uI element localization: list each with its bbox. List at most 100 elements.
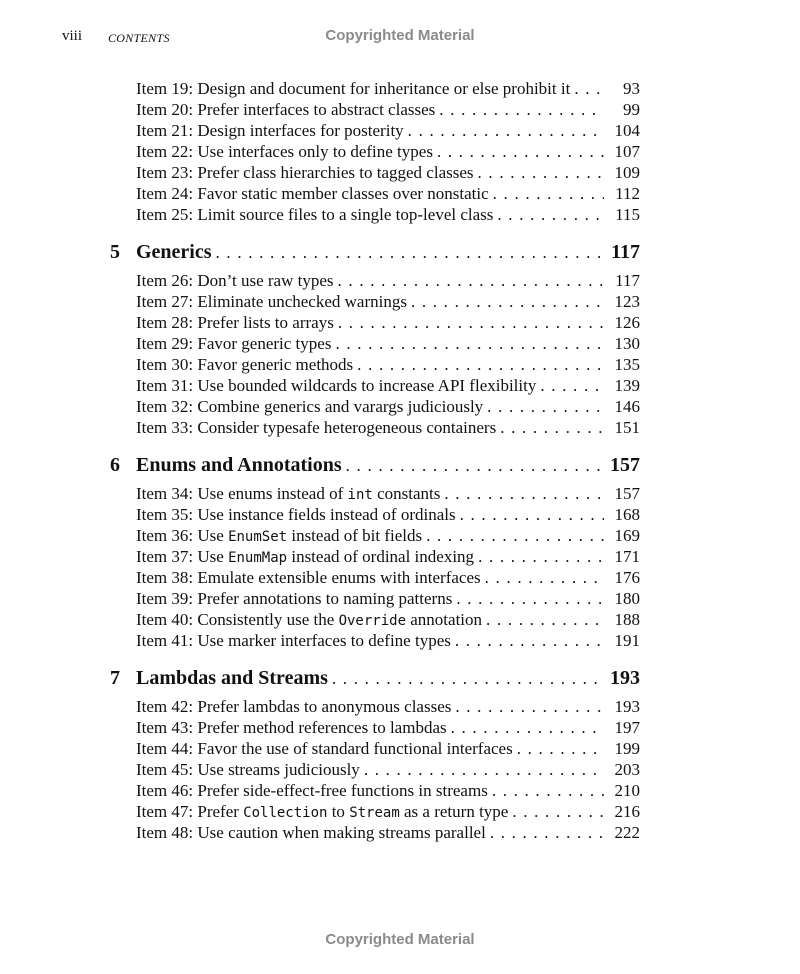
dot-leader	[451, 696, 604, 717]
chapter-number: 7	[110, 667, 120, 689]
entry-page: 104	[614, 120, 641, 140]
toc-entry[interactable]: Item 48: Use caution when making streams…	[136, 822, 640, 843]
watermark-bottom: Copyrighted Material	[325, 931, 475, 948]
chapter-heading[interactable]: 7 Lambdas and Streams 193	[110, 665, 640, 691]
toc-entry[interactable]: Item 25: Limit source files to a single …	[136, 204, 640, 225]
toc-entry[interactable]: Item 40: Consistently use the Override a…	[136, 609, 640, 630]
toc-entry[interactable]: Item 37: Use EnumMap instead of ordinal …	[136, 546, 640, 567]
entry-text: Item 46: Prefer side-effect-free functio…	[136, 780, 488, 800]
entry-text: Item 40: Consistently use the	[136, 609, 339, 629]
toc-entry[interactable]: Item 43: Prefer method references to lam…	[136, 717, 640, 738]
dot-leader	[334, 270, 604, 291]
dot-leader	[489, 183, 604, 204]
toc-entry[interactable]: Item 41: Use marker interfaces to define…	[136, 630, 640, 651]
toc-entry[interactable]: Item 44: Favor the use of standard funct…	[136, 738, 640, 759]
dot-leader	[360, 759, 604, 780]
entry-title: Item 29: Favor generic types	[136, 333, 331, 354]
entry-text: Item 33: Consider typesafe heterogeneous…	[136, 417, 497, 437]
entry-text: Item 38: Emulate extensible enums with i…	[136, 567, 481, 587]
toc-entry[interactable]: Item 34: Use enums instead of int consta…	[136, 483, 640, 504]
entry-page: 93	[623, 78, 640, 98]
entry-text: to	[327, 801, 350, 821]
entry-title: Item 22: Use interfaces only to define t…	[136, 141, 433, 162]
code-term: Collection	[243, 804, 328, 821]
toc-entry[interactable]: Item 27: Eliminate unchecked warnings 123	[136, 291, 640, 312]
code-term: Stream	[349, 804, 400, 821]
toc-entry[interactable]: Item 42: Prefer lambdas to anonymous cla…	[136, 696, 640, 717]
dot-leader	[513, 738, 604, 759]
toc-entry[interactable]: Item 20: Prefer interfaces to abstract c…	[136, 99, 640, 120]
entry-title: Item 23: Prefer class hierarchies to tag…	[136, 162, 474, 183]
entry-page: 139	[614, 375, 641, 395]
entry-title: Item 25: Limit source files to a single …	[136, 204, 493, 225]
toc-entry[interactable]: Item 31: Use bounded wildcards to increa…	[136, 375, 640, 396]
entry-title: Item 19: Design and document for inherit…	[136, 78, 570, 99]
chapter-heading[interactable]: 5 Generics 117	[110, 239, 640, 265]
entry-text: Item 48: Use caution when making streams…	[136, 822, 486, 842]
toc-entry[interactable]: Item 45: Use streams judiciously 203	[136, 759, 640, 780]
toc-entry[interactable]: Item 19: Design and document for inherit…	[136, 78, 640, 99]
toc-entry[interactable]: Item 33: Consider typesafe heterogeneous…	[136, 417, 640, 438]
entry-page: 203	[614, 759, 641, 779]
entry-text: as a return type	[399, 801, 509, 821]
toc-entry[interactable]: Item 47: Prefer Collection to Stream as …	[136, 801, 640, 822]
dot-leader	[212, 240, 600, 266]
chapter-heading[interactable]: 6 Enums and Annotations 157	[110, 452, 640, 478]
entry-text: constants	[372, 483, 441, 503]
dot-leader	[331, 333, 604, 354]
entry-page: 112	[615, 183, 640, 203]
entry-title: Item 37: Use EnumMap instead of ordinal …	[136, 546, 474, 569]
dot-leader	[353, 354, 604, 375]
entry-text: Item 36: Use	[136, 525, 229, 545]
entry-text: Item 30: Favor generic methods	[136, 354, 354, 374]
code-term: int	[347, 486, 373, 503]
toc-entry[interactable]: Item 21: Design interfaces for posterity…	[136, 120, 640, 141]
toc-entry[interactable]: Item 38: Emulate extensible enums with i…	[136, 567, 640, 588]
dot-leader	[508, 801, 604, 822]
entry-page: 199	[614, 738, 641, 758]
dot-leader	[334, 312, 604, 333]
entry-text: Item 25: Limit source files to a single …	[136, 204, 494, 224]
entry-text: Item 31: Use bounded wildcards to increa…	[136, 375, 537, 395]
entry-title: Item 48: Use caution when making streams…	[136, 822, 486, 843]
entry-page: 157	[614, 483, 641, 503]
chapter-title: Generics	[136, 241, 212, 263]
dot-leader	[570, 78, 604, 99]
toc-entry[interactable]: Item 23: Prefer class hierarchies to tag…	[136, 162, 640, 183]
toc-entry[interactable]: Item 22: Use interfaces only to define t…	[136, 141, 640, 162]
entry-title: Item 43: Prefer method references to lam…	[136, 717, 447, 738]
entry-page: 216	[614, 801, 641, 821]
entry-title: Item 35: Use instance fields instead of …	[136, 504, 456, 525]
toc-entry[interactable]: Item 29: Favor generic types 130	[136, 333, 640, 354]
dot-leader	[328, 666, 600, 692]
entry-page: 222	[614, 822, 641, 842]
toc-entry[interactable]: Item 39: Prefer annotations to naming pa…	[136, 588, 640, 609]
dot-leader	[496, 417, 604, 438]
entry-title: Item 42: Prefer lambdas to anonymous cla…	[136, 696, 451, 717]
entry-page: 169	[614, 525, 641, 545]
toc-entry[interactable]: Item 30: Favor generic methods 135	[136, 354, 640, 375]
toc-entry[interactable]: Item 26: Don’t use raw types 117	[136, 270, 640, 291]
entry-page: 109	[614, 162, 641, 182]
toc-entry[interactable]: Item 32: Combine generics and varargs ju…	[136, 396, 640, 417]
entry-title: Item 34: Use enums instead of int consta…	[136, 483, 440, 506]
entry-text: Item 21: Design interfaces for posterity	[136, 120, 404, 140]
entry-text: Item 26: Don’t use raw types	[136, 270, 334, 290]
entry-page: 191	[614, 630, 641, 650]
toc-entry[interactable]: Item 36: Use EnumSet instead of bit fiel…	[136, 525, 640, 546]
entry-title: Item 28: Prefer lists to arrays	[136, 312, 334, 333]
entry-text: Item 44: Favor the use of standard funct…	[136, 738, 513, 758]
code-term: EnumMap	[228, 549, 288, 566]
entry-title: Item 36: Use EnumSet instead of bit fiel…	[136, 525, 422, 548]
entry-title: Item 24: Favor static member classes ove…	[136, 183, 489, 204]
entry-page: 210	[614, 780, 641, 800]
dot-leader	[447, 717, 604, 738]
toc-entry[interactable]: Item 46: Prefer side-effect-free functio…	[136, 780, 640, 801]
entry-text: Item 22: Use interfaces only to define t…	[136, 141, 433, 161]
toc-entry[interactable]: Item 35: Use instance fields instead of …	[136, 504, 640, 525]
entry-text: Item 34: Use enums instead of	[136, 483, 348, 503]
toc-entry[interactable]: Item 24: Favor static member classes ove…	[136, 183, 640, 204]
dot-leader	[440, 483, 604, 504]
toc-entry[interactable]: Item 28: Prefer lists to arrays 126	[136, 312, 640, 333]
entry-page: 115	[615, 204, 640, 224]
